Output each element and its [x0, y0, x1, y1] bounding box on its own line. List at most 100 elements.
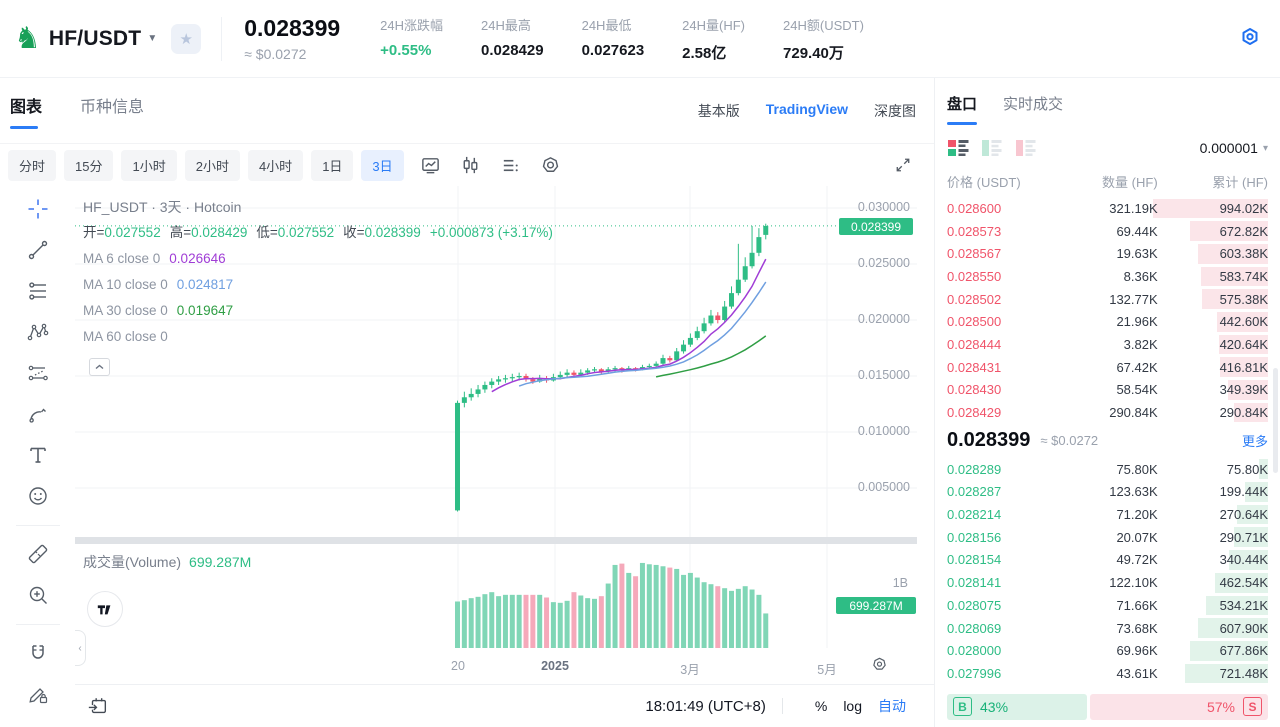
bid-row[interactable]: 0.028069 73.68K 607.90K: [935, 617, 1280, 640]
brush-icon: [28, 408, 46, 423]
ask-row[interactable]: 0.028444 3.82K 420.64K: [935, 333, 1280, 356]
cell: 575.38K: [1219, 291, 1268, 307]
view-tradingview[interactable]: TradingView: [765, 100, 848, 117]
ask-row[interactable]: 0.028502 132.77K 575.38K: [935, 288, 1280, 311]
chart-canvas[interactable]: HF_USDT · 3天 · Hotcoin 开=0.027552 高=0.028…: [75, 186, 934, 727]
tradingview-logo[interactable]: [87, 591, 123, 627]
magnet-tool[interactable]: [20, 636, 56, 670]
trend-line-tool[interactable]: [20, 233, 56, 267]
legend-collapse-button[interactable]: [89, 358, 110, 376]
indicators-button[interactable]: [498, 152, 524, 178]
book-view-bids-icon: [982, 140, 1002, 156]
cell: 0.028600: [947, 200, 1002, 216]
stat-label: 24H额(USDT): [783, 17, 864, 33]
orderbook-controls: 0.000001 ▾: [935, 125, 1280, 158]
depth-bar: [1201, 289, 1268, 309]
price-axis-label: 0.025000: [857, 256, 910, 270]
ask-row[interactable]: 0.028600 321.19K 994.02K: [935, 197, 1280, 220]
chart-settings-button[interactable]: [538, 152, 564, 178]
view-depth[interactable]: 深度图: [874, 102, 916, 119]
bid-row[interactable]: 0.028154 49.72K 340.44K: [935, 549, 1280, 572]
interval-button-4小时[interactable]: 4小时: [247, 149, 304, 181]
interval-button-2小时[interactable]: 2小时: [184, 149, 240, 181]
interval-button-15分[interactable]: 15分: [64, 149, 114, 181]
book-view-all-button[interactable]: [947, 138, 970, 158]
stat-value: +0.55%: [380, 41, 432, 59]
panel-scrollbar[interactable]: [1273, 368, 1278, 473]
precision-select[interactable]: 0.000001 ▾: [1200, 140, 1268, 156]
stat-value: 729.40万: [783, 44, 844, 62]
bid-row[interactable]: 0.028156 20.07K 290.71K: [935, 526, 1280, 549]
ask-row[interactable]: 0.028500 21.96K 442.60K: [935, 310, 1280, 333]
depth-bar: [1216, 311, 1268, 332]
ask-row[interactable]: 0.028573 69.44K 672.82K: [935, 220, 1280, 243]
cell: 607.90K: [1219, 620, 1268, 636]
depth-bar: [1219, 334, 1268, 355]
tab-chart[interactable]: 图表: [10, 93, 42, 129]
candlestick-chart[interactable]: [75, 186, 934, 650]
panel-chart-button[interactable]: [418, 152, 444, 178]
fullscreen-button[interactable]: [890, 152, 916, 178]
ruler-tool[interactable]: [20, 537, 56, 571]
clock-time[interactable]: 18:01:49 (UTC+8): [645, 697, 766, 715]
text-tool[interactable]: [20, 438, 56, 472]
goto-date-button[interactable]: [87, 695, 109, 717]
cell: 672.82K: [1219, 223, 1268, 239]
interval-button-分时[interactable]: 分时: [8, 149, 57, 181]
interval-button-3日[interactable]: 3日: [361, 149, 404, 181]
ask-row[interactable]: 0.028429 290.84K 290.84K: [935, 401, 1280, 424]
depth-bar: [1227, 380, 1268, 400]
fib-retracement-tool[interactable]: [20, 274, 56, 308]
pane-separator[interactable]: [75, 537, 917, 544]
percent-scale-button[interactable]: %: [814, 698, 828, 714]
cell: 0.028573: [947, 223, 1002, 239]
mid-price[interactable]: 0.028399: [947, 429, 1031, 452]
indicator-list-icon: [503, 159, 518, 171]
forecast-tool[interactable]: [20, 356, 56, 390]
pencil-lock-icon: [28, 688, 47, 704]
ask-row[interactable]: 0.028430 58.54K 349.39K: [935, 379, 1280, 402]
drawing-lock-tool[interactable]: [20, 677, 56, 711]
cell: 349.39K: [1219, 382, 1268, 398]
axis-settings-button[interactable]: [871, 656, 888, 673]
book-view-bids-button[interactable]: [981, 138, 1004, 158]
cell: 0.028289: [947, 461, 1002, 477]
orderbook-panel: 盘口 实时成交 0.000001 ▾ 价格 (USD: [935, 78, 1280, 727]
header-settings-button[interactable]: [1238, 26, 1262, 50]
bid-row[interactable]: 0.028075 71.66K 534.21K: [935, 594, 1280, 617]
bid-row[interactable]: 0.028214 71.20K 270.64K: [935, 503, 1280, 526]
interval-button-1日[interactable]: 1日: [311, 149, 354, 181]
bid-row[interactable]: 0.027996 43.61K 721.48K: [935, 662, 1280, 685]
brush-tool[interactable]: [20, 397, 56, 431]
bid-row[interactable]: 0.028289 75.80K 75.80K: [935, 458, 1280, 481]
ask-row[interactable]: 0.028431 67.42K 416.81K: [935, 356, 1280, 379]
candle-style-button[interactable]: [458, 152, 484, 178]
interval-button-1小时[interactable]: 1小时: [121, 149, 177, 181]
xabcd-pattern-tool[interactable]: [20, 315, 56, 349]
time-axis[interactable]: 20 2025 3月 5月: [75, 650, 934, 684]
auto-scale-button[interactable]: 自动: [878, 698, 906, 714]
emoji-tool[interactable]: [20, 479, 56, 513]
bid-row[interactable]: 0.028000 69.96K 677.86K: [935, 639, 1280, 662]
bid-row[interactable]: 0.028287 123.63K 199.44K: [935, 481, 1280, 504]
favorite-star-button[interactable]: ★: [171, 23, 202, 54]
view-basic[interactable]: 基本版: [697, 102, 740, 119]
tab-live-trades[interactable]: 实时成交: [1003, 96, 1064, 113]
pair-dropdown-caret-icon[interactable]: ▼: [147, 33, 158, 44]
ask-row[interactable]: 0.028567 19.63K 603.38K: [935, 242, 1280, 265]
tab-coin-info[interactable]: 币种信息: [80, 93, 144, 129]
pair-title[interactable]: HF/USDT: [48, 26, 142, 50]
book-view-asks-button[interactable]: [1015, 138, 1038, 158]
ask-row[interactable]: 0.028550 8.36K 583.74K: [935, 265, 1280, 288]
book-view-asks-icon: [1016, 140, 1036, 156]
crosshair-tool[interactable]: [20, 192, 56, 226]
ohlc-value: 0.028399: [364, 225, 421, 240]
zoom-in-tool[interactable]: [20, 578, 56, 612]
tab-orderbook[interactable]: 盘口: [947, 93, 977, 125]
stat-label: 24H涨跌幅: [380, 17, 444, 33]
expand-icon: [896, 158, 910, 172]
more-link[interactable]: 更多: [1241, 434, 1268, 450]
toolbar-collapse-handle[interactable]: ‹: [75, 630, 86, 666]
log-scale-button[interactable]: log: [843, 698, 862, 714]
bid-row[interactable]: 0.028141 122.10K 462.54K: [935, 571, 1280, 594]
